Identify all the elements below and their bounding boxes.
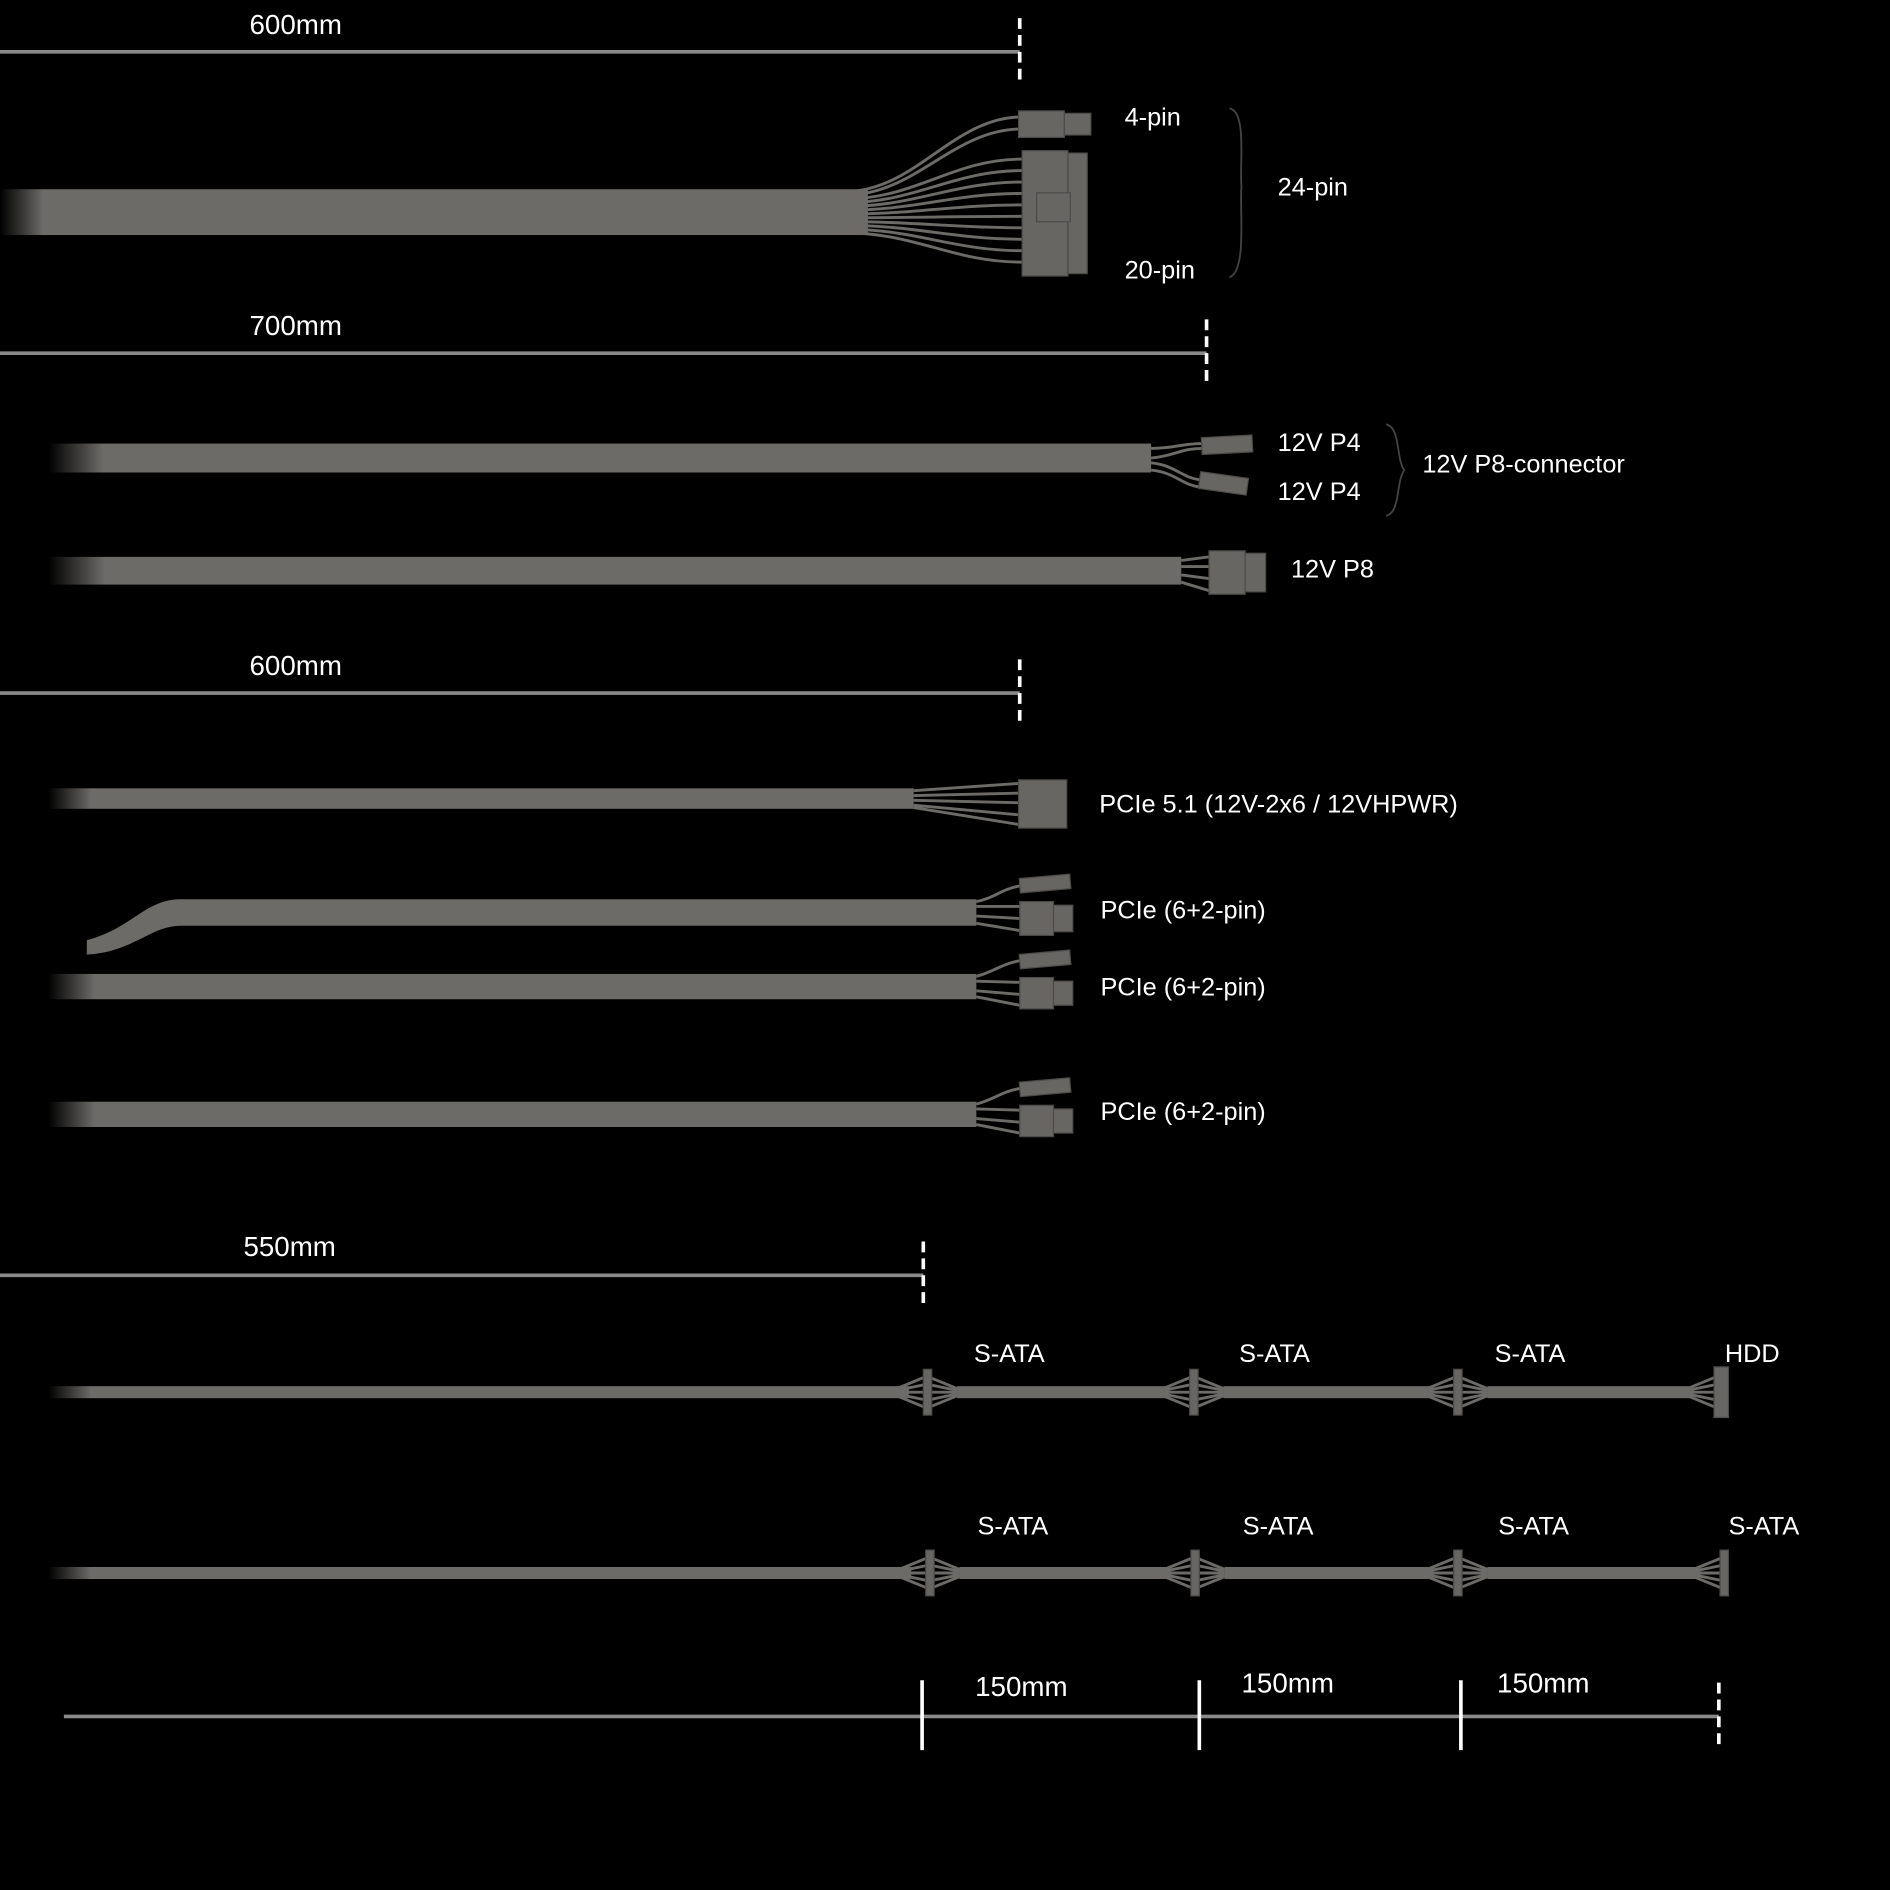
sata-connector	[1719, 1549, 1730, 1597]
label-pcie-5-1: PCIe 5.1 (12V-2x6 / 12VHPWR)	[1099, 790, 1458, 818]
6-pin-connector	[1019, 976, 1055, 1010]
6-pin-connector	[1019, 1104, 1055, 1138]
sata-connector	[1453, 1549, 1463, 1597]
atx-24pin-cable: 4-pin 20-pin 24-pin	[0, 103, 1348, 284]
label-24-pin: 24-pin	[1278, 173, 1348, 201]
sata-connector	[922, 1368, 933, 1416]
wire	[843, 231, 1023, 264]
2-pin-connector	[1018, 949, 1072, 970]
label-pcie-6-2: PCIe (6+2-pin)	[1100, 974, 1265, 1002]
wire	[843, 115, 1023, 194]
sata-connector	[1190, 1549, 1200, 1597]
label-sata: S-ATA	[1239, 1340, 1310, 1368]
length-label: 550mm	[243, 1231, 335, 1262]
wire	[843, 223, 1023, 241]
wire	[843, 214, 1023, 220]
length-label: 600mm	[250, 650, 342, 681]
spacing-label: 150mm	[1497, 1667, 1589, 1698]
sata-cable: S-ATA S-ATA S-ATA S-ATA	[48, 1512, 1799, 1597]
label-sata: S-ATA	[974, 1340, 1045, 1368]
spacing-label: 150mm	[975, 1671, 1067, 1702]
pcie-6-2-cable: PCIe (6+2-pin)	[48, 949, 1266, 1010]
sata-connector	[925, 1549, 935, 1597]
measure-700mm-cpu: 700mm	[0, 310, 1209, 386]
spacing-label: 150mm	[1242, 1667, 1334, 1698]
sata-connector	[1189, 1368, 1199, 1416]
wire	[843, 180, 1023, 209]
measure-600mm-pcie: 600mm	[0, 650, 1022, 726]
12v-p8-connector	[1208, 550, 1246, 595]
pcie-6-2-cable: PCIe (6+2-pin)	[86, 873, 1266, 955]
label-hdd: HDD	[1725, 1340, 1780, 1368]
length-label: 600mm	[250, 9, 342, 40]
label-sata: S-ATA	[1243, 1512, 1314, 1540]
label-sata: S-ATA	[1495, 1340, 1566, 1368]
cpu-p8-cable: 12V P8	[48, 550, 1374, 595]
6-pin-connector	[1019, 901, 1055, 936]
wire	[843, 203, 1023, 216]
2-pin-connector	[1018, 1077, 1072, 1098]
sata-connector	[1453, 1368, 1463, 1416]
hdd-molex-connector	[1713, 1366, 1730, 1419]
pcie-6-2-cable: PCIe (6+2-pin)	[48, 1077, 1266, 1138]
measure-550mm-sata: 550mm	[0, 1231, 926, 1308]
length-label: 700mm	[250, 310, 342, 341]
label-20-pin: 20-pin	[1125, 256, 1195, 284]
label-12v-p4: 12V P4	[1278, 478, 1361, 506]
12v-p4-connector	[1197, 470, 1250, 496]
measure-600mm-atx: 600mm	[0, 9, 1022, 85]
wire	[843, 192, 1023, 212]
wire	[843, 227, 1023, 253]
label-12v-p4: 12V P4	[1278, 429, 1361, 457]
sata-hdd-cable: S-ATA S-ATA S-ATA HDD	[48, 1340, 1780, 1419]
label-sata: S-ATA	[1728, 1512, 1799, 1540]
label-sata: S-ATA	[978, 1512, 1049, 1540]
wire	[843, 157, 1023, 201]
measure-sata-spacing: 150mm 150mm 150mm	[63, 1667, 1721, 1751]
wire	[843, 169, 1023, 205]
4-pin-connector	[1017, 110, 1065, 139]
12v-2x6-connector	[1017, 779, 1068, 829]
label-12v-p8-connector: 12V P8-connector	[1422, 451, 1625, 479]
wire	[843, 220, 1023, 230]
cpu-p4-p4-cable: 12V P4 12V P4 12V P8-connector	[48, 423, 1625, 517]
wire	[843, 127, 1023, 197]
12v-p4-connector	[1200, 434, 1254, 456]
label-pcie-6-2: PCIe (6+2-pin)	[1100, 896, 1265, 924]
pcie-5-1-cable: PCIe 5.1 (12V-2x6 / 12VHPWR)	[48, 779, 1458, 829]
label-sata: S-ATA	[1498, 1512, 1569, 1540]
label-12v-p8: 12V P8	[1291, 555, 1374, 583]
2-pin-connector	[1018, 873, 1072, 894]
label-pcie-6-2: PCIe (6+2-pin)	[1100, 1098, 1265, 1126]
label-4-pin: 4-pin	[1125, 103, 1181, 131]
brace	[1228, 107, 1243, 279]
